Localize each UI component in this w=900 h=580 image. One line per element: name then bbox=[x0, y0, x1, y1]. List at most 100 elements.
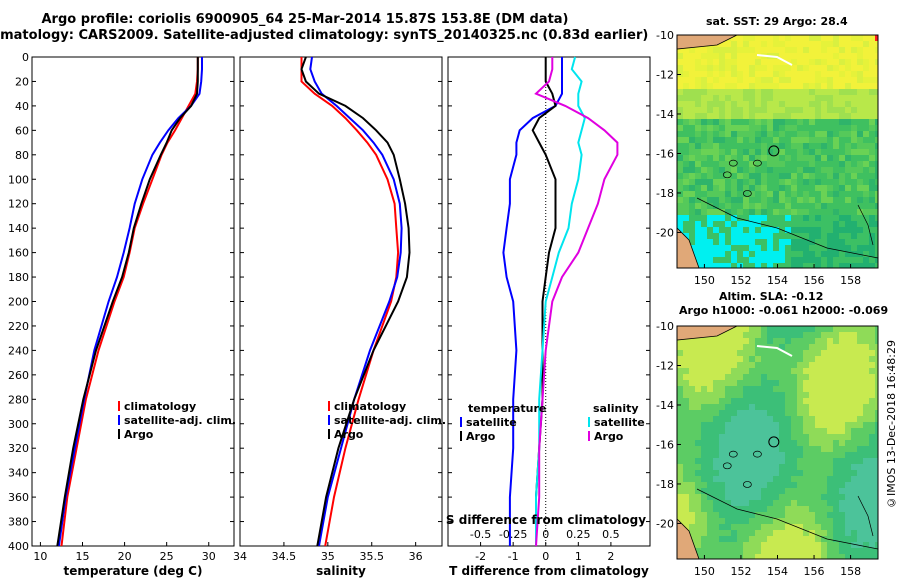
y-tick-label: 60 bbox=[15, 124, 29, 137]
map-pixel bbox=[863, 434, 869, 440]
map-pixel bbox=[755, 386, 761, 392]
map-pixel bbox=[743, 422, 749, 428]
map-pixel bbox=[791, 215, 797, 221]
map-pixel bbox=[863, 338, 869, 344]
map-pixel bbox=[737, 101, 743, 107]
map-pixel bbox=[767, 143, 773, 149]
map-pixel bbox=[833, 71, 839, 77]
map-pixel bbox=[845, 362, 851, 368]
map-pixel bbox=[725, 494, 731, 500]
map-pixel bbox=[851, 326, 857, 332]
map-pixel bbox=[857, 416, 863, 422]
map-pixel bbox=[821, 374, 827, 380]
plot-frame bbox=[239, 56, 443, 547]
map-pixel bbox=[773, 410, 779, 416]
map-pixel bbox=[773, 173, 779, 179]
map-pixel bbox=[875, 428, 878, 434]
map-pixel bbox=[821, 338, 827, 344]
map-pixel bbox=[821, 107, 827, 113]
map-pixel bbox=[713, 113, 719, 119]
map-pixel bbox=[779, 251, 785, 257]
map-pixel bbox=[707, 476, 713, 482]
map-pixel bbox=[809, 506, 815, 512]
map-pixel bbox=[755, 512, 761, 518]
map-pixel bbox=[869, 452, 875, 458]
map-pixel bbox=[815, 458, 821, 464]
map-pixel bbox=[797, 113, 803, 119]
map-pixel bbox=[749, 422, 755, 428]
map-pixel bbox=[797, 386, 803, 392]
map-pixel bbox=[779, 167, 785, 173]
map-pixel bbox=[773, 536, 779, 542]
map-pixel bbox=[743, 440, 749, 446]
map-pixel bbox=[809, 356, 815, 362]
map-pixel bbox=[707, 227, 713, 233]
map-pixel bbox=[791, 362, 797, 368]
map-pixel bbox=[695, 350, 701, 356]
map-pixel bbox=[707, 512, 713, 518]
map-pixel bbox=[719, 227, 725, 233]
map-pixel bbox=[869, 536, 875, 542]
map-pixel bbox=[779, 410, 785, 416]
y-tick-label: 320 bbox=[8, 442, 29, 455]
legend-label: satellite-adj. clim. bbox=[334, 414, 446, 427]
map-pixel bbox=[755, 173, 761, 179]
map-pixel bbox=[845, 233, 851, 239]
map-pixel bbox=[785, 59, 791, 65]
map-pixel bbox=[701, 482, 707, 488]
map-pixel bbox=[815, 125, 821, 131]
map-pixel bbox=[803, 47, 809, 53]
map-pixel bbox=[857, 422, 863, 428]
map-pixel bbox=[719, 125, 725, 131]
map-pixel bbox=[797, 251, 803, 257]
map-pixel bbox=[755, 125, 761, 131]
map-pixel bbox=[875, 209, 878, 215]
map-pixel bbox=[785, 125, 791, 131]
map-pixel bbox=[815, 185, 821, 191]
map-pixel bbox=[869, 227, 875, 233]
map-pixel bbox=[761, 500, 767, 506]
map-pixel bbox=[827, 344, 833, 350]
map-pixel bbox=[827, 374, 833, 380]
map-pixel bbox=[791, 155, 797, 161]
map-pixel bbox=[731, 257, 737, 263]
x-tick-label: 2 bbox=[607, 550, 614, 563]
map-pixel bbox=[713, 554, 719, 559]
map-pixel bbox=[713, 344, 719, 350]
map-pixel bbox=[809, 71, 815, 77]
map-pixel bbox=[749, 452, 755, 458]
map-pixel bbox=[701, 548, 707, 554]
map-pixel bbox=[839, 167, 845, 173]
map-pixel bbox=[713, 95, 719, 101]
map-pixel bbox=[767, 263, 773, 268]
map-pixel bbox=[731, 368, 737, 374]
map-pixel bbox=[791, 263, 797, 268]
map-pixel bbox=[863, 77, 869, 83]
map-pixel bbox=[725, 458, 731, 464]
map-pixel bbox=[695, 71, 701, 77]
map-pixel bbox=[815, 161, 821, 167]
map-pixel bbox=[767, 386, 773, 392]
map-pixel bbox=[803, 77, 809, 83]
map-pixel bbox=[869, 137, 875, 143]
map-pixel bbox=[863, 350, 869, 356]
map-pixel bbox=[863, 233, 869, 239]
map-pixel bbox=[779, 392, 785, 398]
x-tick-label: 154 bbox=[767, 274, 788, 287]
map-pixel bbox=[695, 422, 701, 428]
map-pixel bbox=[719, 71, 725, 77]
map-pixel bbox=[779, 221, 785, 227]
map-pixel bbox=[839, 41, 845, 47]
map-pixel bbox=[845, 245, 851, 251]
map-pixel bbox=[791, 47, 797, 53]
map-pixel bbox=[731, 119, 737, 125]
map-pixel bbox=[707, 422, 713, 428]
map-pixel bbox=[839, 263, 845, 268]
map-pixel bbox=[719, 65, 725, 71]
map-pixel bbox=[725, 35, 731, 41]
map-pixel bbox=[875, 221, 878, 227]
map-pixel bbox=[755, 506, 761, 512]
map-pixel bbox=[701, 95, 707, 101]
map-pixel bbox=[713, 53, 719, 59]
map-pixel bbox=[767, 203, 773, 209]
